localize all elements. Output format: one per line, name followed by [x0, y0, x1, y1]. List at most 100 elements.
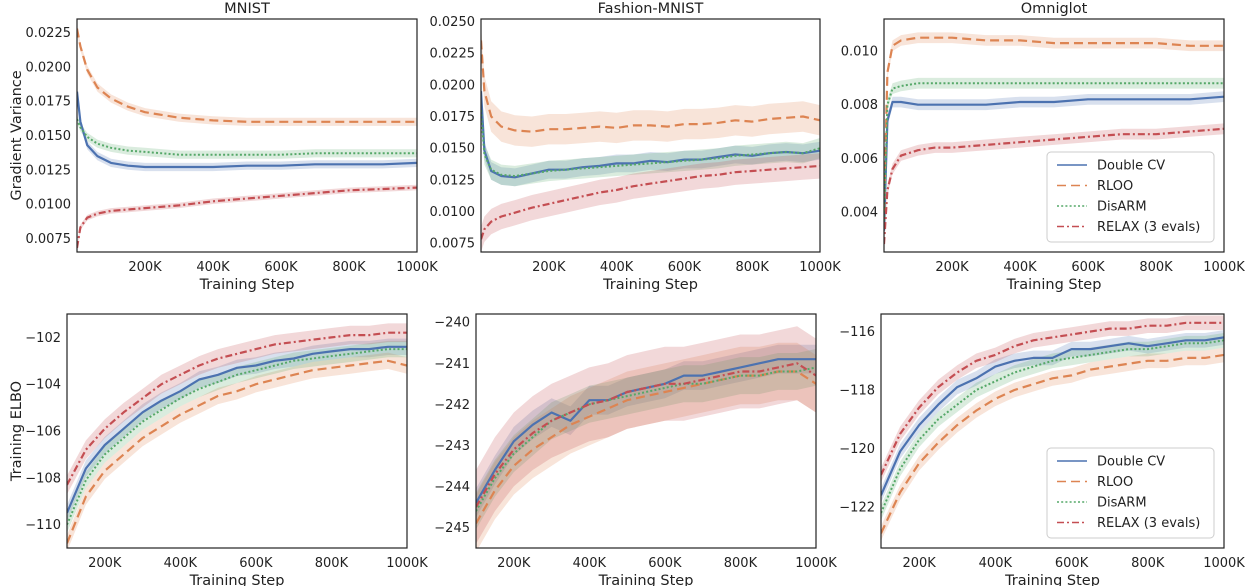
series-line-2 — [481, 110, 820, 177]
legend-label: Double CV — [1097, 455, 1165, 470]
plot-frame — [880, 313, 1225, 549]
x-axis-label: Training Step — [602, 277, 698, 293]
y-tick-label: 0.0125 — [430, 173, 476, 188]
panel-container: 200K 400K 600K 800K 1000K 0.0075 0.0100 0.0125 0… — [9, 1, 1245, 586]
legend-label: RLOO — [1097, 179, 1133, 194]
y-tick-label: 0.0225 — [26, 26, 72, 41]
y-tick-label: −102 — [25, 331, 61, 346]
x-tick-label: 200K — [128, 260, 162, 275]
x-tick-label: 800K — [724, 556, 758, 571]
x-tick-label: 400K — [1003, 260, 1037, 275]
plot-area — [881, 315, 1224, 541]
y-tick-label: −122 — [839, 501, 875, 516]
plot-area — [884, 32, 1224, 250]
y-tick-label: −106 — [25, 425, 61, 440]
x-tick-label: 600K — [264, 260, 298, 275]
y-tick-label: −110 — [25, 518, 61, 533]
x-tick-label: 1000K — [799, 260, 841, 275]
legend-label: RLOO — [1097, 475, 1133, 490]
plot-frame — [76, 18, 418, 253]
x-tick-label: 600K — [1055, 556, 1089, 571]
series-band-3 — [67, 323, 407, 495]
x-tick-label: 200K — [88, 556, 122, 571]
x-axis-label: Training Step — [189, 573, 285, 586]
x-tick-label: 400K — [164, 556, 198, 571]
series-band-2 — [67, 340, 407, 533]
y-tick-label: 0.0150 — [430, 142, 476, 157]
series-band-0 — [476, 344, 816, 518]
y-tick-label: 0.006 — [841, 152, 878, 167]
x-tick-label: 1000K — [795, 556, 837, 571]
plot-frame — [883, 18, 1225, 253]
y-tick-label: −108 — [25, 471, 61, 486]
y-tick-label: 0.0075 — [430, 237, 476, 252]
plot-frame — [480, 18, 821, 253]
x-axis-label: Training Step — [598, 573, 694, 586]
plot-area — [481, 25, 820, 252]
x-axis-label: Training Step — [1004, 573, 1100, 586]
legend: Double CV RLOO DisARM RELAX (3 evals) — [1046, 447, 1215, 539]
y-tick-label: 0.0175 — [430, 110, 476, 125]
y-axis-label: Training ELBO — [9, 381, 25, 482]
series-line-2 — [77, 118, 417, 156]
chart-panel-5: 200K 400K 600K 800K 1000K −245 −244 −243 −242 −24… — [434, 313, 837, 586]
y-tick-label: −104 — [25, 378, 61, 393]
y-tick-label: −116 — [839, 325, 875, 340]
y-tick-label: 0.0200 — [26, 60, 72, 75]
x-tick-label: 400K — [600, 260, 634, 275]
x-tick-label: 800K — [1139, 260, 1173, 275]
series-band-2 — [77, 114, 417, 159]
y-tick-label: 0.0075 — [26, 232, 72, 247]
chart-panel-6: 200K 400K 600K 800K 1000K −122 −120 −118 −116 Tra… — [839, 313, 1245, 586]
plot-frame — [66, 313, 408, 549]
series-band-3 — [481, 153, 820, 252]
x-tick-label: 800K — [1131, 556, 1165, 571]
plot-area — [476, 326, 816, 548]
chart-title: MNIST — [224, 1, 270, 17]
y-tick-label: 0.0125 — [26, 163, 72, 178]
series-band-1 — [481, 25, 820, 147]
legend-label: RELAX (3 evals) — [1097, 220, 1200, 235]
series-band-0 — [481, 82, 820, 187]
y-tick-label: 0.0175 — [26, 95, 72, 110]
x-tick-label: 1000K — [1203, 556, 1245, 571]
x-tick-label: 400K — [573, 556, 607, 571]
x-axis-label: Training Step — [1006, 277, 1102, 293]
series-band-1 — [476, 342, 816, 548]
series-line-3 — [884, 127, 1224, 245]
chart-panel-3: 200K 400K 600K 800K 1000K 0.004 0.006 0.008 0.01… — [841, 1, 1245, 293]
y-tick-label: −120 — [839, 442, 875, 457]
plot-frame — [475, 313, 817, 549]
y-tick-label: 0.0150 — [26, 129, 72, 144]
series-band-1 — [77, 24, 417, 126]
x-tick-label: 600K — [668, 260, 702, 275]
y-tick-label: 0.0225 — [430, 47, 476, 62]
y-tick-label: 0.008 — [841, 98, 878, 113]
x-tick-label: 600K — [648, 556, 682, 571]
legend-label: RELAX (3 evals) — [1097, 516, 1200, 531]
series-line-1 — [884, 36, 1224, 212]
series-band-2 — [476, 348, 816, 530]
legend-box — [1046, 447, 1215, 539]
y-tick-label: 0.010 — [841, 45, 878, 60]
legend-label: Double CV — [1097, 159, 1165, 174]
chart-panel-4: 200K 400K 600K 800K 1000K −110 −108 −106 −104 −10… — [9, 313, 428, 586]
x-tick-label: 200K — [532, 260, 566, 275]
y-tick-label: 0.0200 — [430, 78, 476, 93]
x-tick-label: 600K — [239, 556, 273, 571]
legend-label: DisARM — [1097, 496, 1147, 511]
y-tick-label: −244 — [434, 480, 470, 495]
plot-area — [77, 24, 417, 251]
x-tick-label: 400K — [196, 260, 230, 275]
legend-label: DisARM — [1097, 200, 1147, 215]
x-tick-label: 200K — [935, 260, 969, 275]
series-band-0 — [881, 330, 1224, 503]
series-band-2 — [481, 100, 820, 187]
chart-panel-2: 200K 400K 600K 800K 1000K 0.0075 0.0100 0.0125 0… — [430, 1, 842, 293]
x-tick-label: 1000K — [386, 556, 428, 571]
x-axis-label: Training Step — [199, 277, 295, 293]
y-tick-label: −241 — [434, 357, 470, 372]
series-band-3 — [884, 123, 1224, 250]
chart-title: Omniglot — [1021, 1, 1088, 17]
